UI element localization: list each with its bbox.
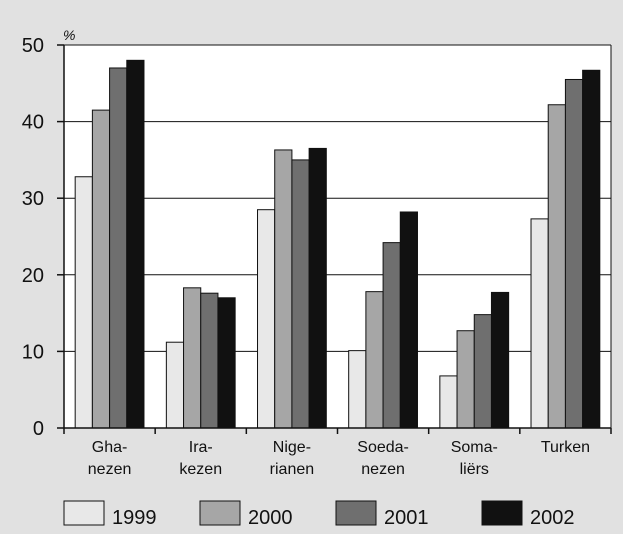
bar-1999-4 [439, 375, 458, 429]
bar-2002-2 [308, 147, 327, 429]
legend-label: 2002 [530, 507, 575, 529]
legend-label: 2001 [384, 507, 429, 529]
bar-2000-5 [547, 104, 566, 429]
x-tick-label: Soeda- [357, 439, 409, 456]
x-tick-label: nezen [361, 461, 405, 478]
legend-swatch-1999 [63, 500, 105, 526]
plot-area [64, 45, 611, 428]
bar-2001-1 [200, 292, 219, 429]
bar-2001-4 [473, 314, 492, 429]
bar-1999-5 [530, 218, 549, 429]
y-tick-label: 30 [22, 188, 44, 210]
y-tick-label: 0 [33, 418, 44, 440]
bar-2002-4 [490, 291, 510, 429]
bar-1999-2 [257, 209, 276, 429]
bar-2002-0 [126, 59, 145, 429]
x-tick-label: kezen [179, 461, 222, 478]
x-tick-label: Soma- [451, 439, 498, 456]
x-tick-label: Ira- [189, 439, 213, 456]
legend-swatch-2001 [335, 500, 377, 526]
bar-2001-3 [382, 242, 401, 429]
bar-2002-3 [399, 211, 418, 429]
bar-2001-2 [291, 159, 310, 429]
bar-2000-4 [456, 330, 475, 429]
bar-2000-1 [183, 287, 202, 429]
bar-2002-1 [217, 297, 236, 429]
bar-2001-5 [564, 78, 584, 429]
bar-1999-0 [74, 176, 93, 429]
y-tick-label: 40 [22, 112, 44, 134]
y-tick-label: 20 [22, 265, 44, 287]
y-tick-label: 50 [22, 35, 44, 57]
legend-label: 1999 [112, 507, 157, 529]
bar-2000-2 [274, 149, 293, 429]
bar-2002-5 [582, 69, 601, 429]
legend-swatch-2000 [199, 500, 241, 526]
bar-1999-3 [348, 350, 367, 429]
x-tick-label: Gha- [92, 439, 128, 456]
bar-2001-0 [109, 67, 128, 429]
legend-swatch-2002 [481, 500, 523, 526]
y-unit-label: % [63, 27, 75, 43]
y-tick-label: 10 [22, 341, 44, 363]
x-tick-label: Nige- [273, 439, 311, 456]
x-tick-label: rianen [270, 461, 314, 478]
x-tick-label: Turken [541, 439, 590, 456]
legend-label: 2000 [248, 507, 293, 529]
bar-1999-1 [165, 341, 185, 429]
bar-2000-3 [365, 291, 384, 429]
x-tick-label: nezen [88, 461, 132, 478]
bar-2000-0 [91, 109, 111, 429]
x-tick-label: liërs [460, 461, 489, 478]
